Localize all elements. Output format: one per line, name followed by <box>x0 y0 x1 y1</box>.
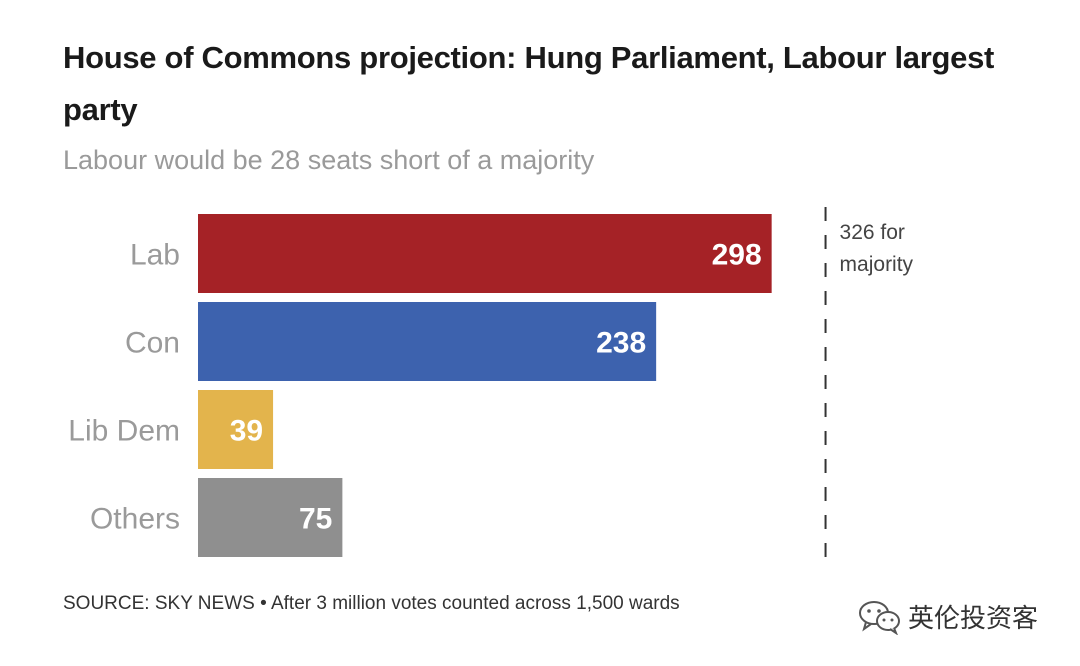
wechat-icon <box>859 600 900 635</box>
data-label: 75 <box>299 503 332 536</box>
data-label: 298 <box>712 239 762 272</box>
chart-title: House of Commons projection: Hung Parlia… <box>63 40 995 127</box>
category-label: Others <box>90 503 180 536</box>
bar-others <box>198 478 343 557</box>
bar-con <box>198 302 657 381</box>
watermark: 英伦投资客 <box>858 598 1038 635</box>
source-note: SOURCE: SKY NEWS • After 3 million votes… <box>63 593 680 614</box>
category-label: Lab <box>130 239 180 272</box>
majority-label-line2: majority <box>840 253 914 276</box>
chart-subtitle: Labour would be 28 seats short of a majo… <box>63 145 595 175</box>
category-label: Lib Dem <box>68 415 180 448</box>
category-label: Con <box>125 327 180 360</box>
data-label: 39 <box>230 415 263 448</box>
bar-chart: Lab 298 Con 238 Lib Dem 39 Others 75 326 for majo… <box>68 207 914 560</box>
majority-label-line1: 326 for <box>840 221 905 244</box>
watermark-text: 英伦投资客 <box>908 604 1039 634</box>
bar-lab <box>198 214 772 293</box>
data-label: 238 <box>596 327 646 360</box>
bar-lib-dem <box>198 390 274 469</box>
